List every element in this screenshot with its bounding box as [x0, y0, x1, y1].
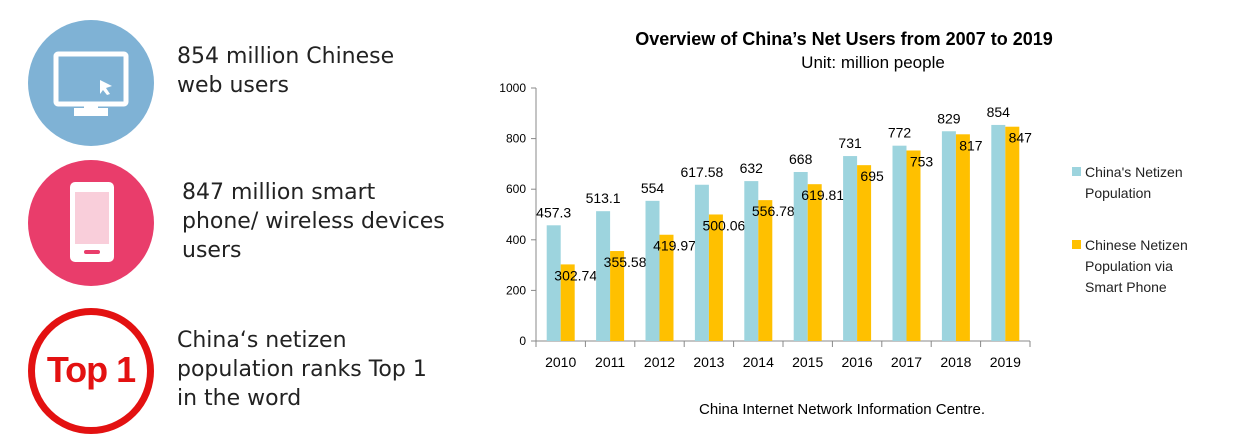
bar-smartphone-population [560, 264, 575, 341]
bar-netizen-population [991, 124, 1006, 341]
data-label-netizen: 617.58 [680, 164, 723, 180]
bar-smartphone-population [610, 251, 625, 341]
bar-netizen-population [645, 200, 660, 341]
x-tick-label: 2012 [644, 354, 675, 370]
data-label-netizen: 668 [789, 151, 813, 167]
data-label-netizen: 632 [740, 160, 764, 176]
bar-netizen-population [843, 156, 858, 341]
y-tick-label: 800 [506, 132, 526, 146]
bar-smartphone-population [955, 134, 970, 341]
data-label-smartphone: 302.74 [554, 267, 597, 283]
x-tick-label: 2016 [842, 354, 873, 370]
legend-label: Population via [1085, 258, 1173, 274]
chart-source: China Internet Network Information Centr… [699, 401, 985, 418]
x-tick-label: 2019 [990, 354, 1021, 370]
bar-smartphone-population [659, 234, 674, 341]
data-label-smartphone: 753 [910, 153, 934, 169]
x-tick-label: 2010 [545, 354, 576, 370]
data-label-smartphone: 817 [959, 137, 983, 153]
stat-smartphone-users: 847 million smart phone/ wireless device… [0, 160, 460, 290]
stat-top-rank: Top 1 China‘s netizen population ranks T… [0, 300, 460, 434]
top1-badge-icon: Top 1 [28, 308, 154, 434]
stat-smartphone-users-text: 847 million smart phone/ wireless device… [182, 180, 445, 263]
data-label-smartphone: 355.58 [604, 254, 647, 270]
data-label-smartphone: 419.97 [653, 238, 696, 254]
bar-netizen-population [793, 171, 808, 341]
data-label-netizen: 554 [641, 180, 665, 196]
chart-legend: China's Netizen Population Chinese Netizen… [1072, 164, 1188, 295]
data-label-netizen: 731 [838, 135, 862, 151]
bar-smartphone-population [708, 214, 723, 341]
chart-plot-area: 0 200 400 600 800 1000 2010 2011 2012 2013 2014 201… [499, 81, 1032, 370]
stat-top-rank-text: China‘s netizen population ranks Top 1 i… [177, 328, 427, 411]
stat-web-users-text: 854 million Chinese web users [177, 44, 395, 98]
chart-subtitle: Unit: million people [801, 53, 945, 72]
y-tick-label: 0 [519, 334, 526, 348]
x-tick-label: 2011 [595, 354, 625, 370]
bar-smartphone-population [857, 165, 872, 341]
legend-label: China's Netizen [1085, 164, 1183, 180]
data-label-smartphone: 556.78 [752, 203, 795, 219]
data-label-smartphone: 619.81 [801, 187, 844, 203]
x-tick-label: 2014 [743, 354, 774, 370]
bar-netizen-population [892, 145, 907, 341]
bar-smartphone-population [807, 184, 822, 341]
data-label-netizen: 772 [888, 125, 912, 141]
chart-title: Overview of China’s Net Users from 2007 … [635, 29, 1053, 49]
y-tick-label: 200 [506, 283, 526, 297]
bar-netizen-population [744, 181, 759, 341]
bar-smartphone-population [758, 200, 773, 341]
legend-label: Smart Phone [1085, 279, 1167, 295]
data-label-smartphone: 847 [1009, 130, 1033, 146]
legend-label: Chinese Netizen [1085, 237, 1188, 253]
data-label-smartphone: 500.06 [702, 217, 745, 233]
y-tick-label: 400 [506, 233, 526, 247]
bar-netizen-population [546, 225, 561, 341]
stat-web-users: 854 million Chinese web users [0, 20, 460, 150]
data-label-netizen: 457.3 [536, 204, 571, 220]
x-tick-label: 2015 [792, 354, 823, 370]
y-tick-label: 1000 [499, 81, 526, 95]
legend-swatch [1072, 167, 1081, 176]
bar-smartphone-population [906, 150, 921, 341]
x-tick-label: 2017 [891, 354, 922, 370]
x-tick-label: 2018 [940, 354, 971, 370]
monitor-icon [28, 20, 154, 146]
bar-netizen-population [941, 131, 956, 341]
legend-swatch [1072, 240, 1081, 249]
bar-netizen-population [694, 184, 709, 341]
data-label-netizen: 854 [987, 104, 1011, 120]
top1-badge-label: Top 1 [46, 349, 136, 390]
data-label-netizen: 829 [937, 110, 961, 126]
data-label-netizen: 513.1 [586, 190, 621, 206]
bar-netizen-population [596, 211, 611, 341]
smartphone-icon [28, 160, 154, 286]
bar-smartphone-population [1005, 126, 1020, 341]
y-tick-label: 600 [506, 182, 526, 196]
legend-label: Population [1085, 185, 1151, 201]
x-tick-label: 2013 [693, 354, 724, 370]
data-label-smartphone: 695 [860, 168, 884, 184]
